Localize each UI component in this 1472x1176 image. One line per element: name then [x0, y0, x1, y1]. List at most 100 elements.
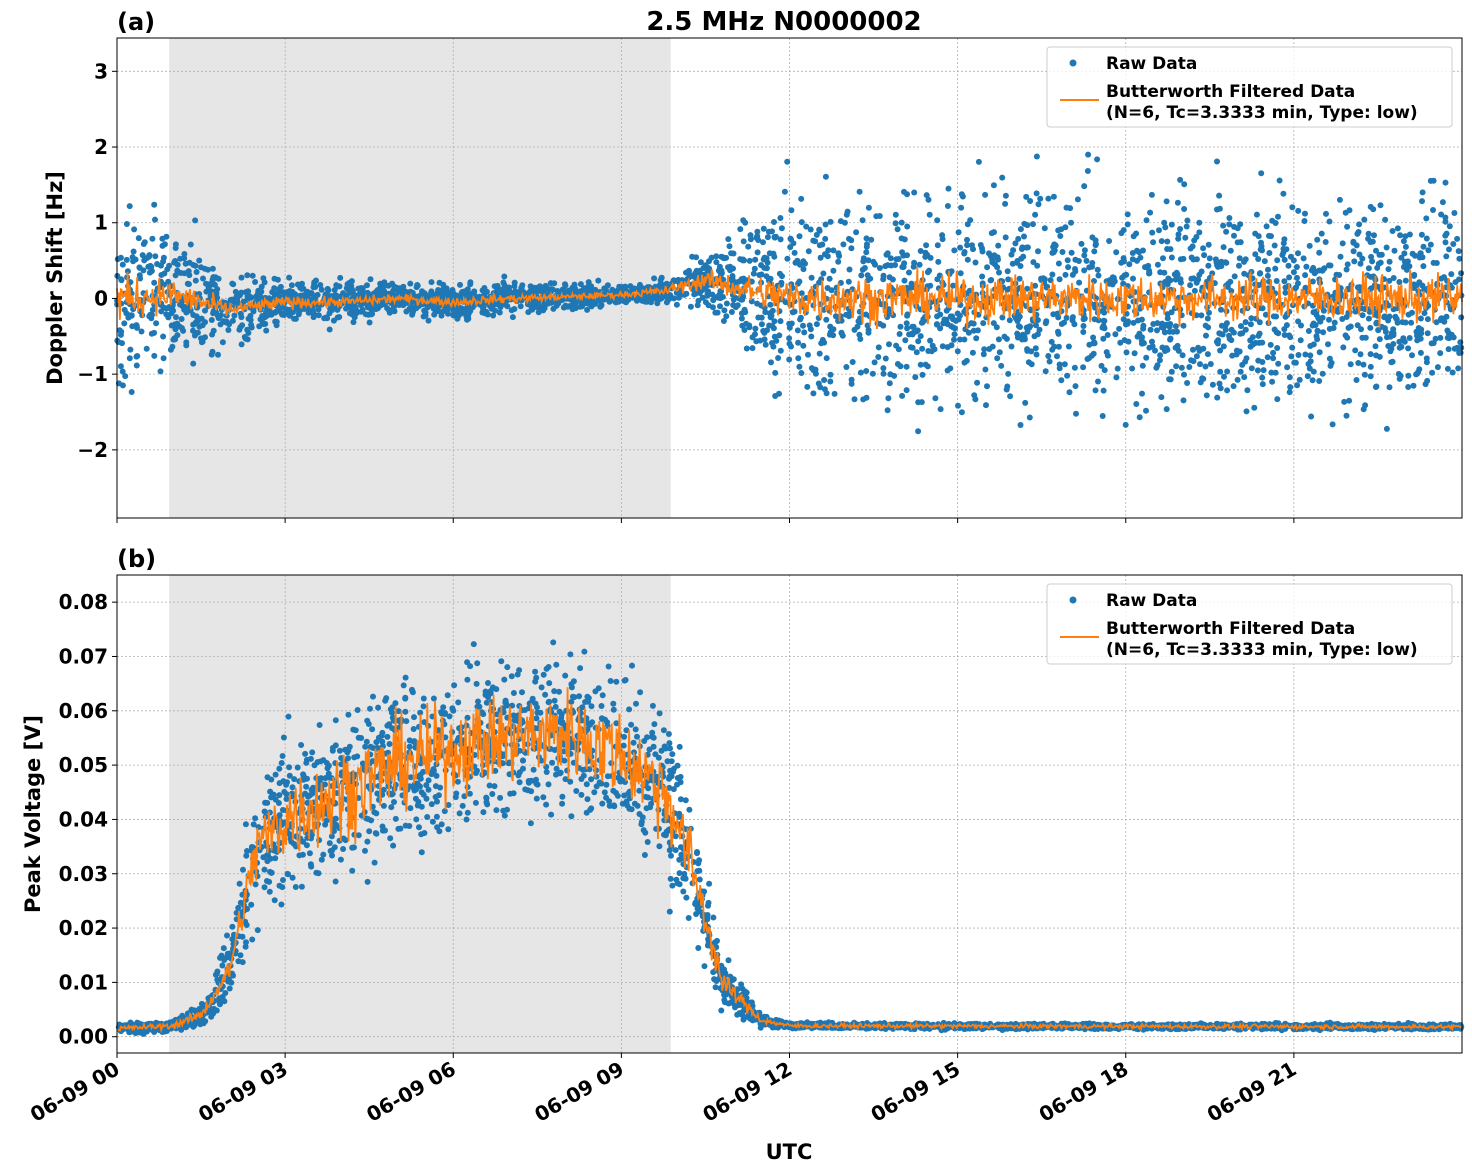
- raw-data-point: [237, 881, 243, 887]
- raw-data-point: [1327, 326, 1333, 332]
- raw-data-point: [1150, 239, 1156, 245]
- raw-data-point: [1057, 362, 1063, 368]
- raw-data-point: [1420, 189, 1426, 195]
- raw-data-point: [245, 288, 251, 294]
- raw-data-point: [1081, 323, 1087, 329]
- raw-data-point: [233, 289, 239, 295]
- raw-data-point: [1319, 231, 1325, 237]
- raw-data-point: [672, 278, 678, 284]
- raw-data-point: [1030, 259, 1036, 265]
- raw-data-point: [534, 796, 540, 802]
- raw-data-point: [1073, 383, 1079, 389]
- raw-data-point: [1018, 256, 1024, 262]
- raw-data-point: [1419, 198, 1425, 204]
- raw-data-point: [220, 339, 226, 345]
- raw-data-point: [1139, 391, 1145, 397]
- raw-data-point: [1086, 264, 1092, 270]
- raw-data-point: [519, 282, 525, 288]
- raw-data-point: [1356, 221, 1362, 227]
- raw-data-point: [1188, 246, 1194, 252]
- raw-data-point: [1137, 414, 1143, 420]
- raw-data-point: [745, 244, 751, 250]
- raw-data-point: [381, 288, 387, 294]
- raw-data-point: [607, 299, 613, 305]
- raw-data-point: [816, 227, 822, 233]
- raw-data-point: [700, 295, 706, 301]
- raw-data-point: [1164, 406, 1170, 412]
- raw-data-point: [548, 286, 554, 292]
- raw-data-point: [958, 270, 964, 276]
- raw-data-point: [455, 699, 461, 705]
- raw-data-point: [908, 344, 914, 350]
- raw-data-point: [1205, 316, 1211, 322]
- raw-data-point: [1023, 194, 1029, 200]
- raw-data-point: [1376, 261, 1382, 267]
- raw-data-point: [1232, 273, 1238, 279]
- raw-data-point: [658, 277, 664, 283]
- raw-data-point: [752, 331, 758, 337]
- raw-data-point: [1416, 366, 1422, 372]
- raw-data-point: [528, 788, 534, 794]
- raw-data-point: [1113, 249, 1119, 255]
- y-tick-label: 1: [94, 211, 108, 235]
- raw-data-point: [497, 795, 503, 801]
- raw-data-point: [1043, 368, 1049, 374]
- raw-data-point: [1316, 250, 1322, 256]
- raw-data-point: [852, 396, 858, 402]
- raw-data-point: [904, 387, 910, 393]
- raw-data-point: [553, 662, 559, 668]
- raw-data-point: [440, 292, 446, 298]
- raw-data-point: [975, 327, 981, 333]
- raw-data-point: [1384, 426, 1390, 432]
- raw-data-point: [327, 840, 333, 846]
- raw-data-point: [994, 324, 1000, 330]
- raw-data-point: [181, 251, 187, 257]
- raw-data-point: [765, 234, 771, 240]
- raw-data-point: [1024, 222, 1030, 228]
- raw-data-point: [887, 380, 893, 386]
- raw-data-point: [1051, 194, 1057, 200]
- raw-data-point: [1018, 422, 1024, 428]
- raw-data-point: [1320, 371, 1326, 377]
- raw-data-point: [1418, 350, 1424, 356]
- raw-data-point: [1081, 183, 1087, 189]
- raw-data-point: [1254, 212, 1260, 218]
- raw-data-point: [1203, 364, 1209, 370]
- raw-data-point: [1205, 351, 1211, 357]
- raw-data-point: [562, 673, 568, 679]
- raw-data-point: [1207, 255, 1213, 261]
- raw-data-point: [238, 290, 244, 296]
- raw-data-point: [958, 205, 964, 211]
- raw-data-point: [796, 279, 802, 285]
- raw-data-point: [883, 356, 889, 362]
- raw-data-point: [795, 340, 801, 346]
- raw-data-point: [966, 330, 972, 336]
- raw-data-point: [407, 289, 413, 295]
- raw-data-point: [1180, 352, 1186, 358]
- raw-data-point: [146, 252, 152, 258]
- panel-b: 0.000.010.020.030.040.050.060.070.0806-0…: [26, 575, 1464, 1127]
- raw-data-point: [1243, 256, 1249, 262]
- raw-data-point: [263, 328, 269, 334]
- raw-data-point: [794, 258, 800, 264]
- raw-data-point: [1301, 255, 1307, 261]
- raw-data-point: [1368, 274, 1374, 280]
- raw-data-point: [1043, 320, 1049, 326]
- raw-data-point: [1180, 256, 1186, 262]
- raw-data-point: [767, 302, 773, 308]
- raw-data-point: [1326, 317, 1332, 323]
- raw-data-point: [1431, 260, 1437, 266]
- raw-data-point: [1194, 353, 1200, 359]
- raw-data-point: [1302, 218, 1308, 224]
- raw-data-point: [1355, 360, 1361, 366]
- raw-data-point: [173, 241, 179, 247]
- raw-data-point: [118, 363, 124, 369]
- raw-data-point: [1443, 239, 1449, 245]
- raw-data-point: [1126, 261, 1132, 267]
- raw-data-point: [1244, 408, 1250, 414]
- raw-data-point: [1396, 339, 1402, 345]
- raw-data-point: [1214, 339, 1220, 345]
- raw-data-point: [1164, 198, 1170, 204]
- raw-data-point: [1361, 406, 1367, 412]
- raw-data-point: [570, 306, 576, 312]
